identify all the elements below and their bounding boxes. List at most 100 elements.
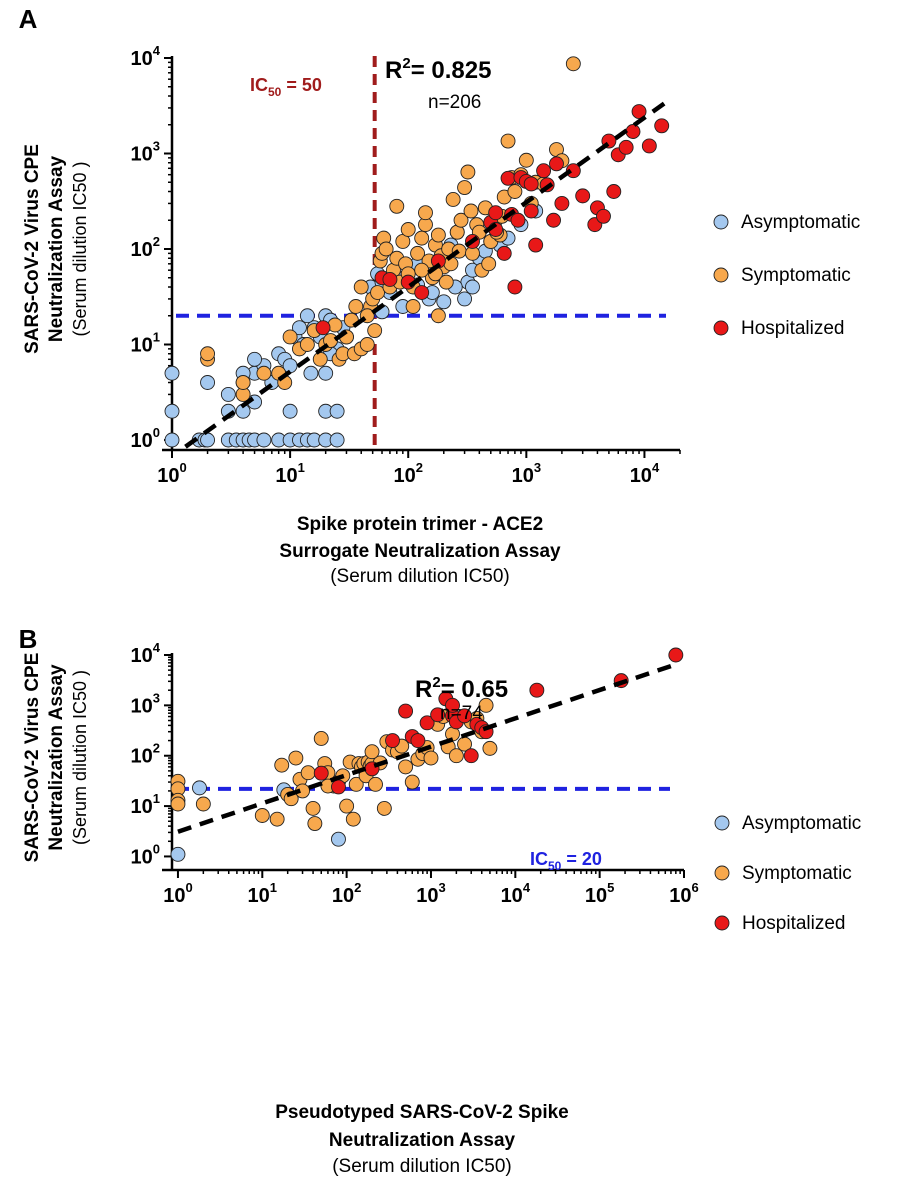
data-point-symptomatic [312,351,328,367]
legend-marker [713,267,729,283]
y-tick-label: 103 [131,690,160,717]
legend-label: Symptomatic [742,863,852,884]
data-point-asymptomatic [164,432,180,448]
data-point-symptomatic [410,245,426,261]
data-point-symptomatic [404,774,420,790]
y-tick-label: 100 [131,841,160,868]
y-label-sub: (Serum dilution IC50 ) [70,670,90,845]
x-label-line: Neutralization Assay [329,1130,516,1151]
r2-superscript: 2 [432,674,440,691]
y-tick-label: 101 [131,330,160,357]
legend-marker [713,214,729,230]
data-point-symptomatic [339,798,355,814]
r2-letter: R [385,57,402,84]
x-tick-exponent: 3 [534,460,541,475]
data-point-asymptomatic [192,780,207,796]
y-tick-label: 101 [131,791,160,818]
data-point-hospitalized [507,279,523,295]
data-point-symptomatic [256,365,272,381]
x-tick-exponent: 2 [416,460,423,475]
data-point-symptomatic [376,800,392,816]
data-point-symptomatic [414,230,430,246]
data-point-hospitalized [546,212,562,228]
data-point-hospitalized [385,733,400,749]
y-tick-exponent: 4 [153,43,161,58]
data-point-symptomatic [518,152,534,168]
y-tick-base: 10 [131,846,153,868]
data-point-hospitalized [654,118,670,134]
x-label-line: Pseudotyped SARS-CoV-2 Spike [275,1102,569,1123]
data-point-hospitalized [496,245,512,261]
data-point-symptomatic [478,697,494,713]
data-point-asymptomatic [256,432,272,448]
data-point-asymptomatic [164,365,180,381]
data-point-symptomatic [481,256,497,272]
data-point-asymptomatic [247,351,263,367]
data-point-asymptomatic [465,279,480,295]
data-point-hospitalized [596,208,611,224]
data-point-symptomatic [368,776,383,792]
x-tick-base: 10 [275,465,297,487]
x-tick-base: 10 [512,465,534,487]
data-point-symptomatic [418,205,433,221]
regression-fit-line [184,98,670,449]
y-label-line: Neutralization Assay [46,664,67,851]
x-tick-label: 103 [512,460,541,487]
data-point-asymptomatic [299,308,315,324]
data-point-symptomatic [299,337,315,352]
y-tick-exponent: 1 [153,791,160,806]
x-tick-exponent: 1 [270,880,277,895]
x-tick-base: 10 [416,885,438,907]
data-point-symptomatic [345,811,361,827]
legend-marker [714,865,730,881]
y-tick-label: 100 [131,425,160,452]
y-tick-exponent: 4 [153,640,161,655]
y-tick-base: 10 [131,48,153,70]
regression-fit-line [177,662,677,834]
data-point-asymptomatic [200,375,216,390]
data-point-symptomatic [348,299,364,314]
legend-label: Hospitalized [741,318,845,339]
data-point-symptomatic [405,299,421,314]
data-point-hospitalized [488,205,504,221]
data-point-hospitalized [631,104,647,119]
data-point-asymptomatic [331,831,346,847]
data-point-asymptomatic [457,291,473,307]
data-point-hospitalized [606,184,622,199]
data-point-symptomatic [457,180,473,196]
x-tick-exponent: 0 [180,460,187,475]
legend-marker [714,815,730,831]
data-point-symptomatic [565,56,581,72]
data-point-symptomatic [414,262,430,278]
y-axis-label: SARS-CoV-2 Virus CPE Neutralization Assay… [22,144,90,354]
y-tick-exponent: 0 [153,841,160,856]
y-tick-base: 10 [131,335,153,357]
r2-superscript: 2 [402,55,410,72]
x-tick-label: 105 [585,880,614,907]
data-point-symptomatic [170,796,186,812]
data-point-symptomatic [364,744,380,760]
data-point-hospitalized [500,170,516,186]
y-label-line: SARS-CoV-2 Virus CPE [22,653,43,863]
x-tick-label: 104 [630,460,660,487]
x-tick-base: 10 [585,885,607,907]
legend-label: Asymptomatic [741,212,860,233]
x-tick-base: 10 [630,465,652,487]
data-point-symptomatic [195,796,211,812]
y-tick-label: 102 [131,741,160,768]
ic-label-sub: 50 [268,85,282,99]
panel-label: B [19,624,38,654]
y-tick-exponent: 0 [153,425,160,440]
data-point-symptomatic [400,222,416,237]
threshold-hline-label: IC50 = 20 [530,849,602,873]
data-point-symptomatic [445,192,461,207]
y-tick-label: 104 [131,43,161,70]
data-point-symptomatic [300,765,316,781]
y-tick-base: 10 [131,796,153,818]
data-point-symptomatic [398,759,414,775]
data-point-symptomatic [460,164,476,180]
panel-label: A [19,4,38,34]
y-axis-label: SARS-CoV-2 Virus CPE Neutralization Assay… [22,653,90,863]
x-label-line: Surrogate Neutralization Assay [279,541,561,562]
